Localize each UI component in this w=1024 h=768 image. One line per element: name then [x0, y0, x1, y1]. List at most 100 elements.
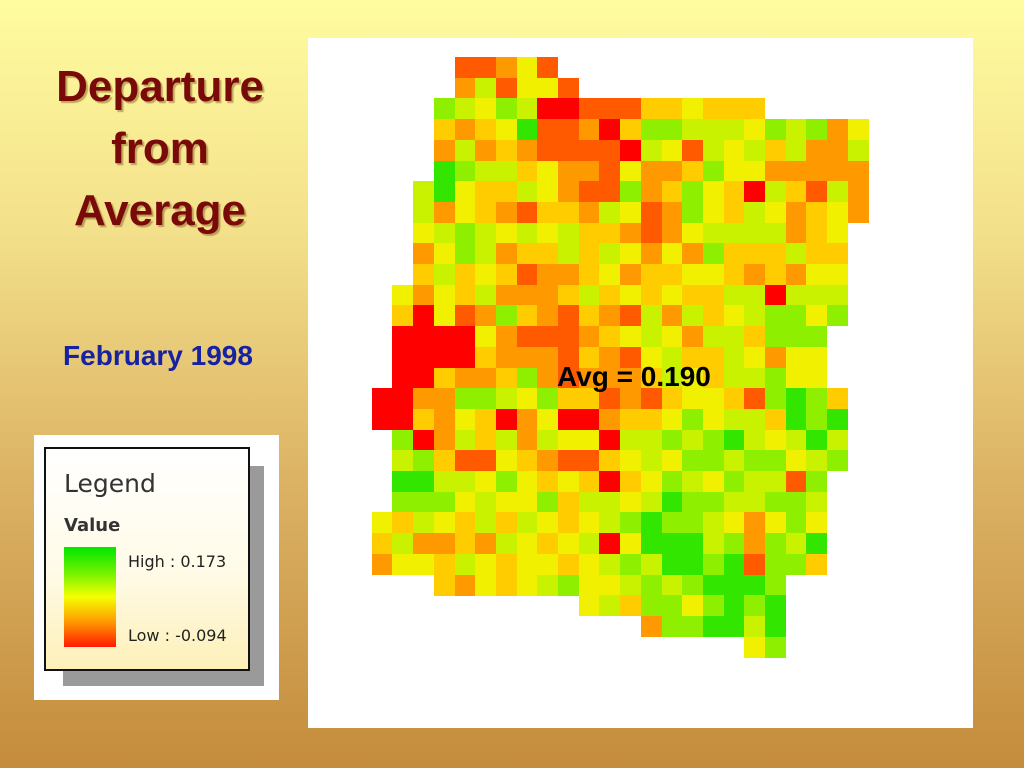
raster-cell	[786, 492, 807, 513]
raster-cell	[620, 368, 641, 389]
raster-cell	[413, 450, 434, 471]
raster-cell	[475, 140, 496, 161]
raster-cell	[434, 347, 455, 368]
raster-cell	[744, 388, 765, 409]
raster-cell	[537, 492, 558, 513]
raster-cell	[724, 202, 745, 223]
raster-cell	[579, 98, 600, 119]
raster-cell	[703, 181, 724, 202]
raster-cell	[806, 554, 827, 575]
raster-cell	[765, 554, 786, 575]
raster-cell	[517, 368, 538, 389]
raster-cell	[455, 264, 476, 285]
raster-cell	[599, 285, 620, 306]
raster-cell	[806, 409, 827, 430]
raster-cell	[537, 409, 558, 430]
raster-cell	[413, 285, 434, 306]
raster-cell	[558, 140, 579, 161]
raster-cell	[724, 181, 745, 202]
raster-cell	[641, 575, 662, 596]
slide-title: Departure from Average	[20, 56, 300, 242]
raster-cell	[455, 368, 476, 389]
raster-cell	[827, 305, 848, 326]
raster-cell	[475, 492, 496, 513]
raster-cell	[765, 595, 786, 616]
raster-cell	[537, 326, 558, 347]
raster-cell	[744, 305, 765, 326]
raster-cell	[786, 554, 807, 575]
raster-cell	[641, 202, 662, 223]
raster-cell	[703, 223, 724, 244]
raster-cell	[806, 533, 827, 554]
raster-cell	[620, 554, 641, 575]
raster-cell	[558, 471, 579, 492]
raster-cell	[455, 305, 476, 326]
raster-cell	[496, 264, 517, 285]
raster-cell	[413, 202, 434, 223]
raster-cell	[475, 57, 496, 78]
raster-cell	[641, 223, 662, 244]
raster-cell	[662, 409, 683, 430]
title-line-3: Average	[73, 186, 247, 235]
raster-cell	[413, 388, 434, 409]
raster-cell	[434, 305, 455, 326]
raster-cell	[682, 181, 703, 202]
raster-cell	[599, 450, 620, 471]
raster-cell	[413, 243, 434, 264]
raster-cell	[579, 492, 600, 513]
raster-cell	[724, 243, 745, 264]
raster-cell	[599, 471, 620, 492]
raster-cell	[517, 181, 538, 202]
title-line-1: Departure	[56, 62, 264, 111]
raster-cell	[455, 119, 476, 140]
raster-cell	[662, 285, 683, 306]
raster-cell	[620, 430, 641, 451]
raster-cell	[455, 512, 476, 533]
raster-grid	[308, 38, 973, 728]
raster-cell	[641, 243, 662, 264]
raster-cell	[724, 98, 745, 119]
raster-cell	[579, 181, 600, 202]
raster-cell	[806, 388, 827, 409]
raster-cell	[496, 98, 517, 119]
raster-cell	[372, 554, 393, 575]
raster-cell	[475, 98, 496, 119]
raster-cell	[724, 264, 745, 285]
raster-cell	[703, 243, 724, 264]
raster-cell	[517, 388, 538, 409]
raster-cell	[662, 512, 683, 533]
raster-cell	[620, 512, 641, 533]
raster-cell	[537, 471, 558, 492]
average-label: Avg = 0.190	[557, 361, 711, 392]
raster-cell	[744, 616, 765, 637]
raster-cell	[662, 492, 683, 513]
raster-cell	[744, 326, 765, 347]
raster-cell	[413, 471, 434, 492]
raster-cell	[620, 285, 641, 306]
raster-cell	[475, 119, 496, 140]
raster-cell	[620, 243, 641, 264]
raster-cell	[703, 285, 724, 306]
raster-cell	[765, 533, 786, 554]
raster-cell	[641, 388, 662, 409]
raster-cell	[475, 243, 496, 264]
raster-cell	[392, 409, 413, 430]
raster-cell	[703, 264, 724, 285]
raster-cell	[765, 202, 786, 223]
raster-cell	[517, 326, 538, 347]
raster-cell	[434, 471, 455, 492]
raster-cell	[537, 264, 558, 285]
legend-box: Legend Value High : 0.173 Low : -0.094	[44, 447, 250, 671]
raster-cell	[806, 305, 827, 326]
raster-cell	[455, 140, 476, 161]
raster-cell	[703, 140, 724, 161]
raster-cell	[517, 575, 538, 596]
raster-cell	[765, 223, 786, 244]
raster-cell	[724, 161, 745, 182]
raster-cell	[475, 202, 496, 223]
raster-cell	[434, 264, 455, 285]
raster-cell	[558, 533, 579, 554]
raster-cell	[599, 430, 620, 451]
raster-cell	[682, 161, 703, 182]
raster-cell	[537, 181, 558, 202]
